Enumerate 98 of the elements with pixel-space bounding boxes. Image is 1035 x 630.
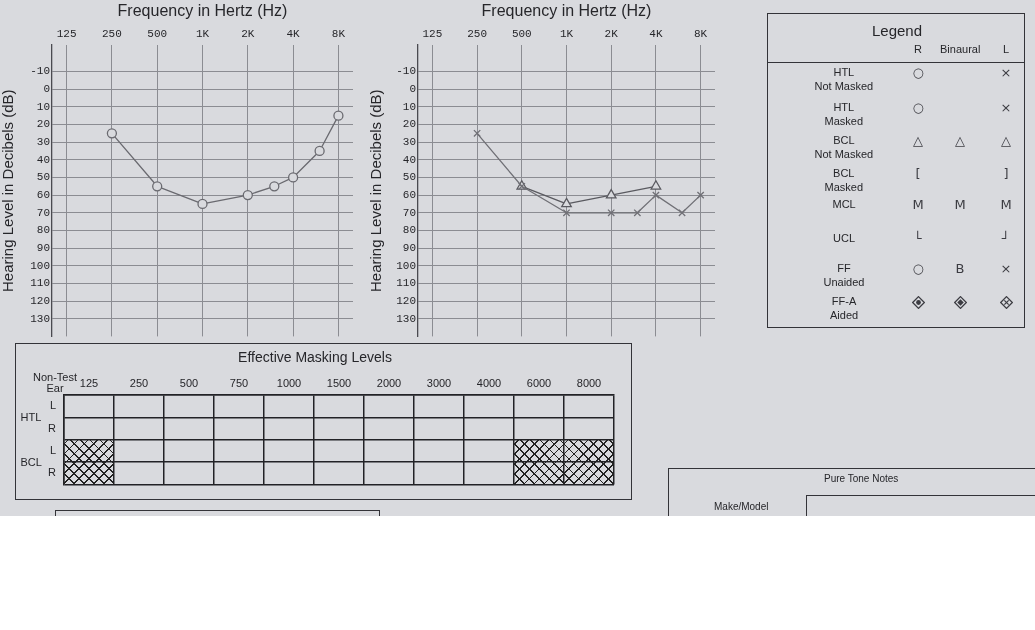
x-tick-label: 125 [422, 28, 443, 41]
text: Binaural [940, 42, 981, 56]
x-tick-label: 4000 [476, 377, 502, 390]
y-tick-label: 30 [402, 136, 416, 149]
y-tick-label: 110 [396, 277, 416, 290]
y-tick-label: 120 [30, 294, 50, 307]
text: B [955, 261, 965, 277]
x-tick-label: 250 [101, 28, 122, 41]
y-tick-label: 60 [402, 189, 416, 202]
x-tick-label: 125 [56, 28, 77, 41]
text: └ [914, 231, 922, 247]
text: Non-Test Ear [33, 370, 78, 395]
text: UCL [833, 232, 856, 246]
y-tick-label: 50 [36, 171, 50, 184]
y-tick-label: 0 [409, 83, 416, 96]
y-tick-label: -10 [396, 65, 416, 78]
text: △ [1001, 133, 1011, 149]
text: ○ [912, 100, 924, 116]
x-tick-label: 3000 [426, 377, 452, 390]
y-tick-label: 70 [402, 206, 416, 219]
text: Pure Tone Notes [824, 473, 899, 485]
text: ○ [912, 261, 924, 277]
x-axis-title: Frequency in Hertz (Hz) [481, 2, 652, 20]
x-tick-label: 2K [241, 28, 255, 41]
text: BCL Not Masked [814, 134, 874, 161]
y-tick-label: 130 [396, 312, 416, 325]
x-tick-label: 8K [331, 28, 346, 41]
text: BCL [20, 455, 42, 469]
y-tick-label: 0 [43, 83, 50, 96]
x-tick-label: 1000 [276, 377, 302, 390]
y-tick-label: 90 [402, 242, 416, 254]
y-tick-label: 20 [36, 118, 50, 131]
text: M [1000, 197, 1012, 213]
text: R [914, 42, 922, 56]
text: × [1000, 65, 1012, 81]
x-tick-label: 750 [229, 377, 249, 390]
text: HTL Masked [824, 101, 864, 128]
y-tick-label: 120 [396, 294, 416, 307]
y-tick-label: 80 [36, 224, 50, 237]
text: FF Unaided [823, 262, 865, 289]
y-tick-label: 80 [402, 224, 416, 237]
x-tick-label: 8000 [576, 377, 602, 390]
y-tick-label: 20 [402, 118, 416, 131]
text: Legend [872, 22, 923, 40]
text: × [1000, 100, 1012, 116]
x-tick-label: 2K [604, 28, 619, 41]
chart-title: Effective Masking Levels [238, 349, 392, 366]
y-tick-label: 40 [36, 153, 50, 166]
y-tick-label: 10 [402, 100, 416, 113]
y-tick-label: 40 [402, 153, 416, 166]
y-axis-title: Hearing Level in Decibels (dB) [367, 89, 385, 292]
text: ] [1003, 166, 1009, 182]
x-tick-label: 1K [559, 28, 574, 41]
x-tick-label: 4K [286, 28, 301, 41]
text: M [912, 197, 924, 213]
text: ○ [912, 65, 924, 81]
x-tick-label: 1500 [326, 377, 352, 390]
y-tick-label: L [49, 399, 56, 412]
y-tick-label: 110 [30, 277, 50, 290]
x-tick-label: 4K [649, 28, 663, 41]
y-tick-label: 100 [396, 259, 416, 272]
text: BCL Masked [824, 167, 864, 194]
y-tick-label: 30 [36, 136, 50, 149]
y-tick-label: 130 [30, 312, 50, 325]
y-tick-label: 100 [30, 259, 50, 272]
x-tick-label: 1K [195, 28, 210, 41]
text: M [954, 197, 966, 213]
text: △ [913, 133, 923, 149]
text: ┘ [1002, 231, 1010, 247]
y-tick-label: L [49, 443, 56, 456]
x-tick-label: 250 [467, 28, 487, 41]
y-tick-label: 60 [36, 189, 50, 202]
y-axis-title: Hearing Level in Decibels (dB) [0, 89, 17, 292]
x-tick-label: 500 [147, 28, 168, 41]
x-tick-label: 500 [511, 28, 532, 41]
text: △ [955, 133, 965, 149]
x-tick-label: 125 [79, 377, 99, 390]
text: MCL [832, 198, 856, 212]
y-tick-label: R [48, 421, 57, 434]
text: HTL Not Masked [814, 66, 874, 93]
x-tick-label: 8K [694, 28, 708, 41]
x-tick-label: 6000 [526, 377, 552, 390]
y-tick-label: 10 [36, 100, 50, 113]
x-axis-title: Frequency in Hertz (Hz) [117, 2, 288, 20]
text: HTL [20, 410, 42, 425]
x-tick-label: 250 [129, 377, 149, 390]
y-tick-label: R [48, 466, 57, 479]
y-tick-label: 90 [36, 242, 50, 254]
y-tick-label: 70 [36, 206, 50, 219]
text: FF-A Aided [830, 295, 859, 322]
text: Make/Model [714, 501, 769, 513]
text: L [1003, 42, 1010, 56]
text: [ [915, 166, 921, 182]
text: × [1000, 261, 1012, 277]
y-tick-label: -10 [30, 65, 50, 78]
y-tick-label: 50 [402, 171, 416, 184]
x-tick-label: 2000 [376, 377, 402, 390]
x-tick-label: 500 [179, 377, 199, 390]
